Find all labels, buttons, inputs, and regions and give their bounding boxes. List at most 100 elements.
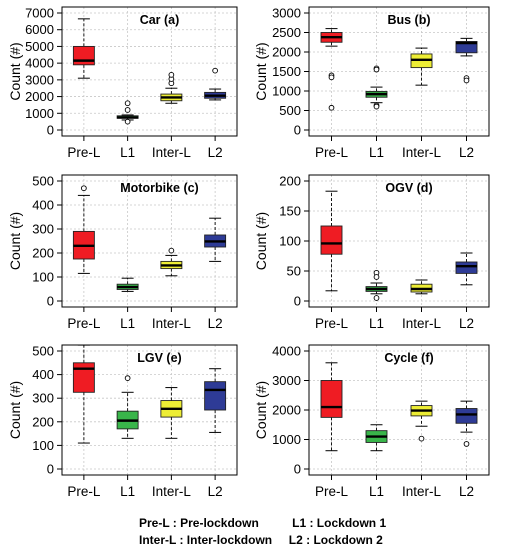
y-tick-label: 50 [287, 264, 301, 279]
y-axis-label: Count (#) [253, 212, 269, 270]
box-Inter-L [410, 279, 433, 295]
chart-title: Cycle (f) [384, 351, 433, 365]
legend-row-2: Inter-L : Inter-lockdown L2 : Lockdown 2 [139, 533, 383, 547]
y-tick-label: 300 [32, 222, 54, 237]
x-tick-label: L1 [369, 484, 384, 499]
outlier-point [124, 375, 131, 381]
box-Inter-L [160, 71, 183, 104]
x-tick-label: L2 [459, 484, 474, 499]
y-tick-label: 200 [279, 174, 301, 189]
x-tick-label: L1 [369, 145, 384, 160]
legend-row-1: Pre-L : Pre-lockdown L1 : Lockdown 1 [139, 516, 387, 530]
y-axis-label: Count (#) [7, 381, 23, 439]
box-L2 [455, 37, 478, 84]
box-L1 [365, 424, 388, 452]
chart-title: OGV (d) [385, 181, 432, 195]
y-tick-label: 0 [47, 294, 54, 309]
panel-2: 0 500 1000 1500 2000 2500 3000 Pre-L L1 Inter-L L2… [253, 6, 490, 160]
box-Pre-L [320, 190, 343, 292]
y-tick-label: 300 [32, 391, 54, 406]
outlier-point [418, 435, 425, 442]
outlier-point [328, 74, 335, 81]
x-tick-label: L1 [120, 145, 135, 160]
box-Inter-L [160, 387, 183, 439]
x-tick-label: Inter-L [402, 484, 442, 499]
y-tick-label: 0 [47, 123, 54, 138]
x-tick-label: Pre-L [67, 484, 101, 499]
x-tick-label: L2 [208, 316, 223, 331]
outlier-point [81, 185, 87, 192]
outlier-point [373, 103, 380, 110]
panel-3: 0 100 200 300 400 500 Pre-L L1 Inter-L L2 Count (#… [7, 174, 238, 331]
box-L2 [455, 252, 478, 286]
y-axis-label: Count (#) [7, 212, 23, 270]
plot-frame [61, 344, 238, 476]
chart-title: Car (a) [140, 13, 180, 27]
y-axis-label: Count (#) [253, 381, 269, 439]
box-L2 [455, 400, 478, 447]
y-tick-label: 100 [279, 234, 301, 249]
y-tick-label: 3000 [272, 6, 301, 21]
x-tick-label: Inter-L [402, 145, 442, 160]
box-iqr [455, 261, 478, 274]
box-iqr [72, 362, 95, 393]
outlier-point [168, 71, 175, 78]
y-tick-label: 1500 [272, 64, 301, 79]
chart-title: Bus (b) [387, 13, 430, 27]
x-tick-label: Inter-L [152, 316, 192, 331]
box-L1 [116, 375, 139, 439]
y-tick-label: 3000 [25, 72, 54, 87]
y-tick-label: 6000 [25, 22, 54, 37]
y-tick-label: 500 [32, 344, 54, 359]
y-tick-label: 3000 [272, 373, 301, 388]
box-iqr [72, 45, 95, 66]
box-Pre-L [320, 28, 343, 111]
box-L1 [365, 269, 388, 301]
y-tick-label: 150 [279, 204, 301, 219]
box-L1 [365, 65, 388, 110]
outlier-point [373, 66, 380, 73]
y-tick-label: 2500 [272, 25, 301, 40]
box-Inter-L [410, 47, 433, 86]
chart-title: Motorbike (c) [120, 181, 198, 195]
y-tick-label: 2000 [25, 89, 54, 104]
x-tick-label: Pre-L [67, 145, 101, 160]
box-L2 [204, 217, 227, 262]
panel-5: 0 100 200 300 400 500 Pre-L L1 Inter-L L2 Count (#… [7, 344, 238, 499]
y-tick-label: 2000 [272, 403, 301, 418]
outlier-point [124, 100, 131, 107]
x-tick-label: Pre-L [315, 145, 349, 160]
box-iqr [204, 381, 227, 411]
box-Pre-L [72, 344, 95, 444]
outlier-point [212, 67, 218, 74]
box-Inter-L [410, 400, 433, 442]
y-tick-label: 100 [32, 438, 54, 453]
y-tick-label: 1000 [25, 106, 54, 121]
box-Pre-L [320, 362, 343, 452]
x-tick-label: Inter-L [402, 316, 442, 331]
y-tick-label: 500 [279, 103, 301, 118]
x-tick-label: L2 [459, 316, 474, 331]
y-tick-label: 0 [294, 123, 301, 138]
y-tick-label: 0 [47, 462, 54, 477]
x-tick-label: L2 [208, 484, 223, 499]
y-tick-label: 1000 [272, 432, 301, 447]
outlier-point [168, 247, 175, 254]
box-Inter-L [160, 247, 183, 277]
y-axis-label: Count (#) [7, 42, 23, 100]
x-tick-label: Pre-L [67, 316, 101, 331]
y-tick-label: 5000 [25, 39, 54, 54]
outlier-point [124, 118, 131, 125]
outlier-point [373, 295, 380, 301]
y-tick-label: 2000 [272, 45, 301, 60]
x-tick-label: Inter-L [152, 145, 192, 160]
y-tick-label: 200 [32, 246, 54, 261]
y-tick-label: 4000 [272, 344, 301, 359]
x-tick-label: L1 [120, 316, 135, 331]
y-tick-label: 1000 [272, 84, 301, 99]
outlier-point [463, 441, 470, 447]
y-tick-label: 0 [294, 294, 301, 309]
panel-6: 0 1000 2000 3000 4000 Pre-L L1 Inter-L L2 Count (… [253, 344, 490, 499]
